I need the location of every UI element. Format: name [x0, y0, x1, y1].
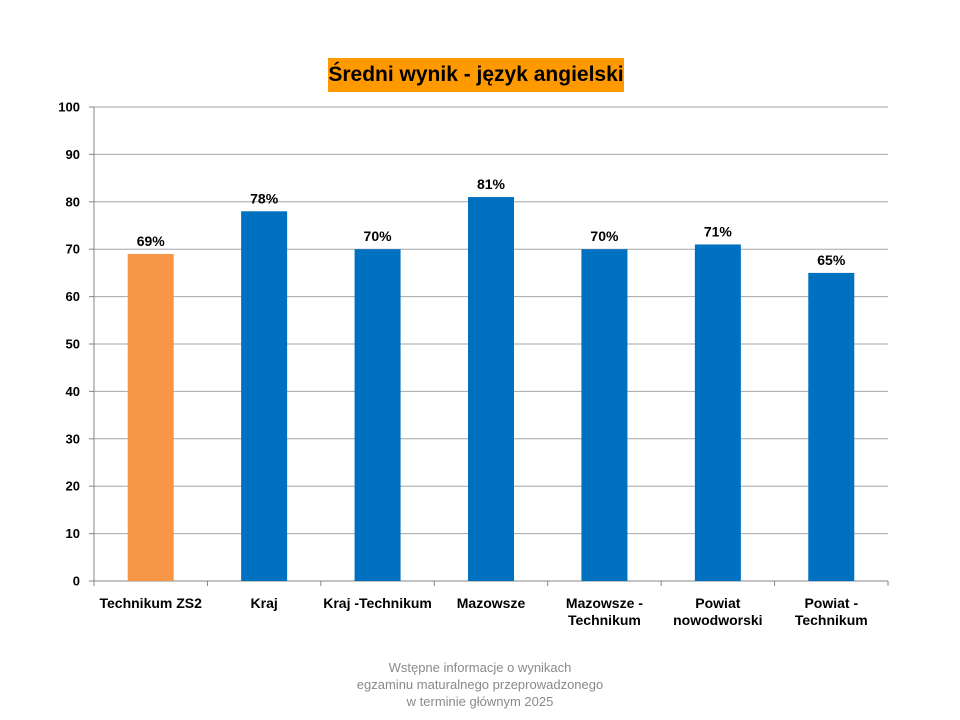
- y-tick-label: 100: [58, 100, 80, 115]
- bar: [581, 249, 628, 581]
- data-label: 81%: [477, 176, 506, 192]
- bar: [694, 244, 741, 581]
- x-category-label: Technikum: [795, 612, 868, 628]
- y-tick-label: 50: [66, 337, 80, 352]
- x-category-label: Powiat: [695, 595, 740, 611]
- chart-title: Średni wynik - język angielski: [328, 58, 624, 92]
- x-category-label: Technikum ZS2: [99, 595, 202, 611]
- footer-line-3: w terminie głównym 2025: [406, 694, 554, 709]
- footer-line-1: Wstępne informacje o wynikach: [388, 660, 572, 675]
- bar: [468, 197, 514, 581]
- x-category-label: Mazowsze -: [566, 595, 643, 611]
- data-label: 70%: [364, 228, 393, 244]
- footer-line-2: egzaminu maturalnego przeprowadzonego: [356, 677, 604, 692]
- x-category-label: nowodworski: [673, 612, 762, 628]
- data-label: 65%: [817, 252, 846, 268]
- y-tick-label: 80: [66, 194, 80, 209]
- x-category-label: Powiat -: [804, 595, 858, 611]
- y-tick-label: 20: [66, 479, 80, 494]
- y-tick-label: 30: [66, 431, 80, 446]
- bar: [354, 249, 401, 581]
- data-label: 69%: [137, 233, 166, 249]
- bar: [808, 272, 855, 581]
- y-tick-label: 90: [66, 147, 80, 162]
- y-tick-label: 0: [73, 574, 80, 589]
- x-category-label: Mazowsze: [457, 595, 526, 611]
- footer-note: Wstępne informacje o wynikach egzaminu m…: [240, 659, 720, 710]
- data-label: 78%: [250, 190, 279, 206]
- data-label: 70%: [590, 228, 619, 244]
- y-tick-label: 60: [66, 289, 80, 304]
- x-category-label: Kraj -Technikum: [323, 595, 432, 611]
- x-category-label: Kraj: [251, 595, 278, 611]
- bar: [241, 211, 288, 581]
- y-tick-label: 10: [66, 526, 80, 541]
- y-tick-label: 70: [66, 242, 80, 257]
- y-tick-label: 40: [66, 384, 80, 399]
- x-category-label: Technikum: [568, 612, 641, 628]
- bar: [127, 253, 174, 581]
- data-label: 71%: [704, 223, 733, 239]
